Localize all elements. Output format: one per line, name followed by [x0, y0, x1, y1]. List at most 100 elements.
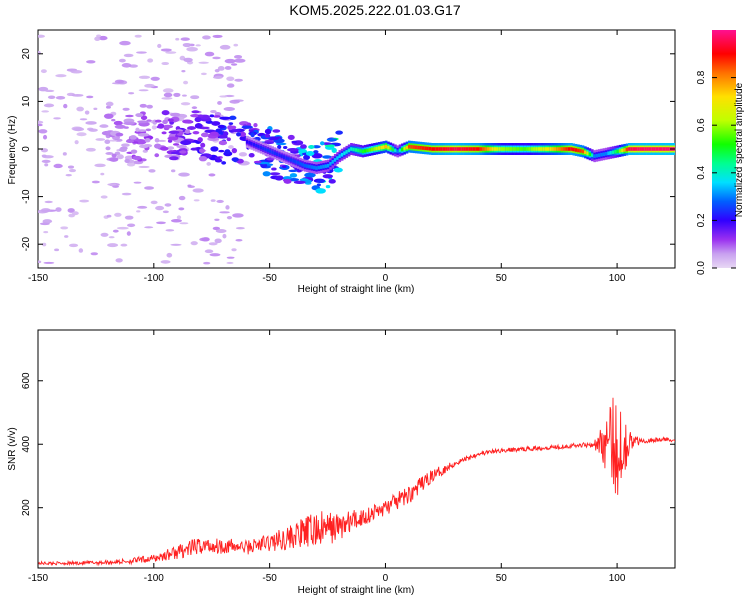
- spectrogram-noise-cell: [86, 60, 96, 64]
- spectrogram-cell: [271, 167, 277, 171]
- spectrogram-noise-cell: [212, 34, 223, 39]
- spectrogram-ridge-core: [588, 152, 592, 157]
- spectrogram-noise-cell: [128, 92, 135, 95]
- spectrogram-noise-cell: [44, 163, 49, 167]
- spectrogram-noise-cell: [210, 199, 216, 202]
- spectrogram-cell: [264, 128, 272, 135]
- spectrogram-cell: [111, 118, 116, 122]
- spectrogram-ridge-core: [449, 147, 453, 151]
- snr-x-tick-label: 50: [496, 573, 508, 584]
- spectrogram-ridge-core: [493, 147, 497, 151]
- spectrogram-noise-cell: [137, 205, 148, 209]
- spectrogram-noise-cell: [165, 51, 177, 54]
- snr-x-tick-label: -150: [28, 573, 48, 584]
- spectrogram-ridge-core: [658, 147, 661, 151]
- spectrogram-ridge-core: [514, 147, 518, 151]
- spectrogram-noise-cell: [68, 243, 79, 248]
- spectrogram-noise-cell: [183, 80, 189, 85]
- colorbar-tick-label: 0.0: [696, 261, 707, 275]
- spectrogram-noise-cell: [233, 58, 246, 63]
- spectrogram-cell: [315, 188, 326, 194]
- spectrogram-noise-cell: [235, 227, 245, 230]
- spectrogram-ridge-core: [591, 153, 594, 157]
- spectrogram-noise-cell: [212, 226, 221, 231]
- spectrogram-cell: [130, 149, 138, 154]
- spectrogram-noise-cell: [180, 102, 191, 106]
- spectrogram-ridge-core: [361, 149, 365, 154]
- snr-y-tick-label: 200: [21, 499, 32, 516]
- spectrogram-ridge-core: [635, 147, 638, 151]
- spectrogram-noise-cell: [226, 83, 235, 88]
- spectrogram-ridge-core: [542, 147, 545, 151]
- spectrogram-noise-cell: [136, 210, 141, 213]
- spectrogram-ridge-core: [549, 147, 552, 151]
- spectrogram-cell: [198, 155, 208, 162]
- snr-chart: -150 -100 -50 0 50 100 200 400 600 Height of st…: [7, 329, 676, 596]
- spectrogram-ridge-core: [255, 143, 258, 148]
- spectrogram-noise-cell: [201, 237, 210, 242]
- spectrogram-cell: [209, 114, 215, 118]
- spectrogram-noise-cell: [63, 103, 68, 109]
- spectrogram-noise-cell: [148, 169, 156, 173]
- spectrogram-noise-cell: [116, 226, 129, 230]
- spectrogram-ridge-core: [285, 156, 288, 160]
- spectrogram-ridge-core: [621, 148, 624, 153]
- spectrogram-noise-cell: [157, 139, 167, 142]
- snr-marks: [38, 397, 675, 567]
- spectrogram-noise-cell: [178, 172, 190, 177]
- spectrogram-ridge-core: [533, 147, 536, 151]
- spectrogram-noise-cell: [228, 145, 234, 149]
- spectrogram-noise-cell: [214, 238, 222, 244]
- spectrogram-noise-cell: [133, 181, 142, 184]
- spectrogram-y-tick-label: 10: [21, 95, 32, 107]
- spectrogram-ridge-core: [540, 147, 543, 151]
- spectrogram-ridge-core: [547, 147, 550, 151]
- spectrogram-noise-cell: [170, 218, 183, 223]
- spectrogram-ridge-core: [556, 147, 559, 151]
- spectrogram-cell: [253, 122, 258, 128]
- spectrogram-cell: [331, 147, 337, 154]
- spectrogram-noise-cell: [42, 219, 53, 224]
- spectrogram-cell: [187, 126, 196, 130]
- colorbar-tick-label: 0.8: [696, 70, 707, 84]
- colorbar-tick-label: 0.6: [696, 118, 707, 132]
- snr-y-label: SNR (v/v): [7, 427, 18, 470]
- spectrogram-ridge-core: [308, 164, 312, 169]
- spectrogram-noise-cell: [40, 69, 47, 74]
- spectrogram-cell: [313, 150, 319, 154]
- spectrogram-ridge-core: [447, 147, 450, 151]
- spectrogram-noise-cell: [162, 88, 174, 93]
- spectrogram-noise-cell: [151, 125, 157, 130]
- spectrogram-ridge-core: [377, 146, 381, 150]
- spectrogram-ridge-core: [470, 147, 474, 151]
- spectrogram-ridge-core: [572, 147, 576, 152]
- spectrogram-noise-cell: [107, 243, 119, 248]
- spectrogram-cell: [172, 143, 180, 146]
- spectrogram-cell: [305, 150, 315, 157]
- spectrogram-ridge-core: [262, 146, 265, 151]
- spectrogram-ridge-core: [347, 148, 351, 153]
- spectrogram-noise-cell: [210, 109, 217, 114]
- spectrogram-ridge-core: [331, 160, 335, 164]
- spectrogram-noise-cell: [43, 231, 49, 234]
- spectrogram-noise-cell: [67, 208, 75, 213]
- spectrogram-noise-cell: [100, 195, 108, 199]
- spectrogram-ridge-core: [329, 161, 332, 166]
- spectrogram-ridge-core: [278, 153, 281, 157]
- spectrogram-noise-cell: [170, 169, 176, 173]
- spectrogram-cell: [137, 120, 149, 124]
- spectrogram-ridge-core: [414, 145, 418, 150]
- spectrogram-cell: [326, 138, 338, 142]
- spectrogram-cell: [124, 155, 134, 160]
- spectrogram-ridge-core: [558, 147, 562, 151]
- colorbar: 0.0 0.2 0.4 0.6 0.8 Normalized spectral ampl…: [696, 30, 745, 275]
- spectrogram-ridge-core: [662, 147, 666, 151]
- spectrogram-noise-cell: [53, 117, 61, 120]
- spectrogram-noise-cell: [224, 58, 236, 64]
- spectrogram-ridge-core: [375, 146, 379, 151]
- spectrogram-noise-cell: [182, 94, 187, 97]
- colorbar-label: Normalized spectral amplitude: [734, 82, 745, 217]
- spectrogram-ridge-core: [306, 164, 309, 168]
- spectrogram-noise-cell: [76, 132, 87, 137]
- spectrogram-cell: [132, 155, 142, 160]
